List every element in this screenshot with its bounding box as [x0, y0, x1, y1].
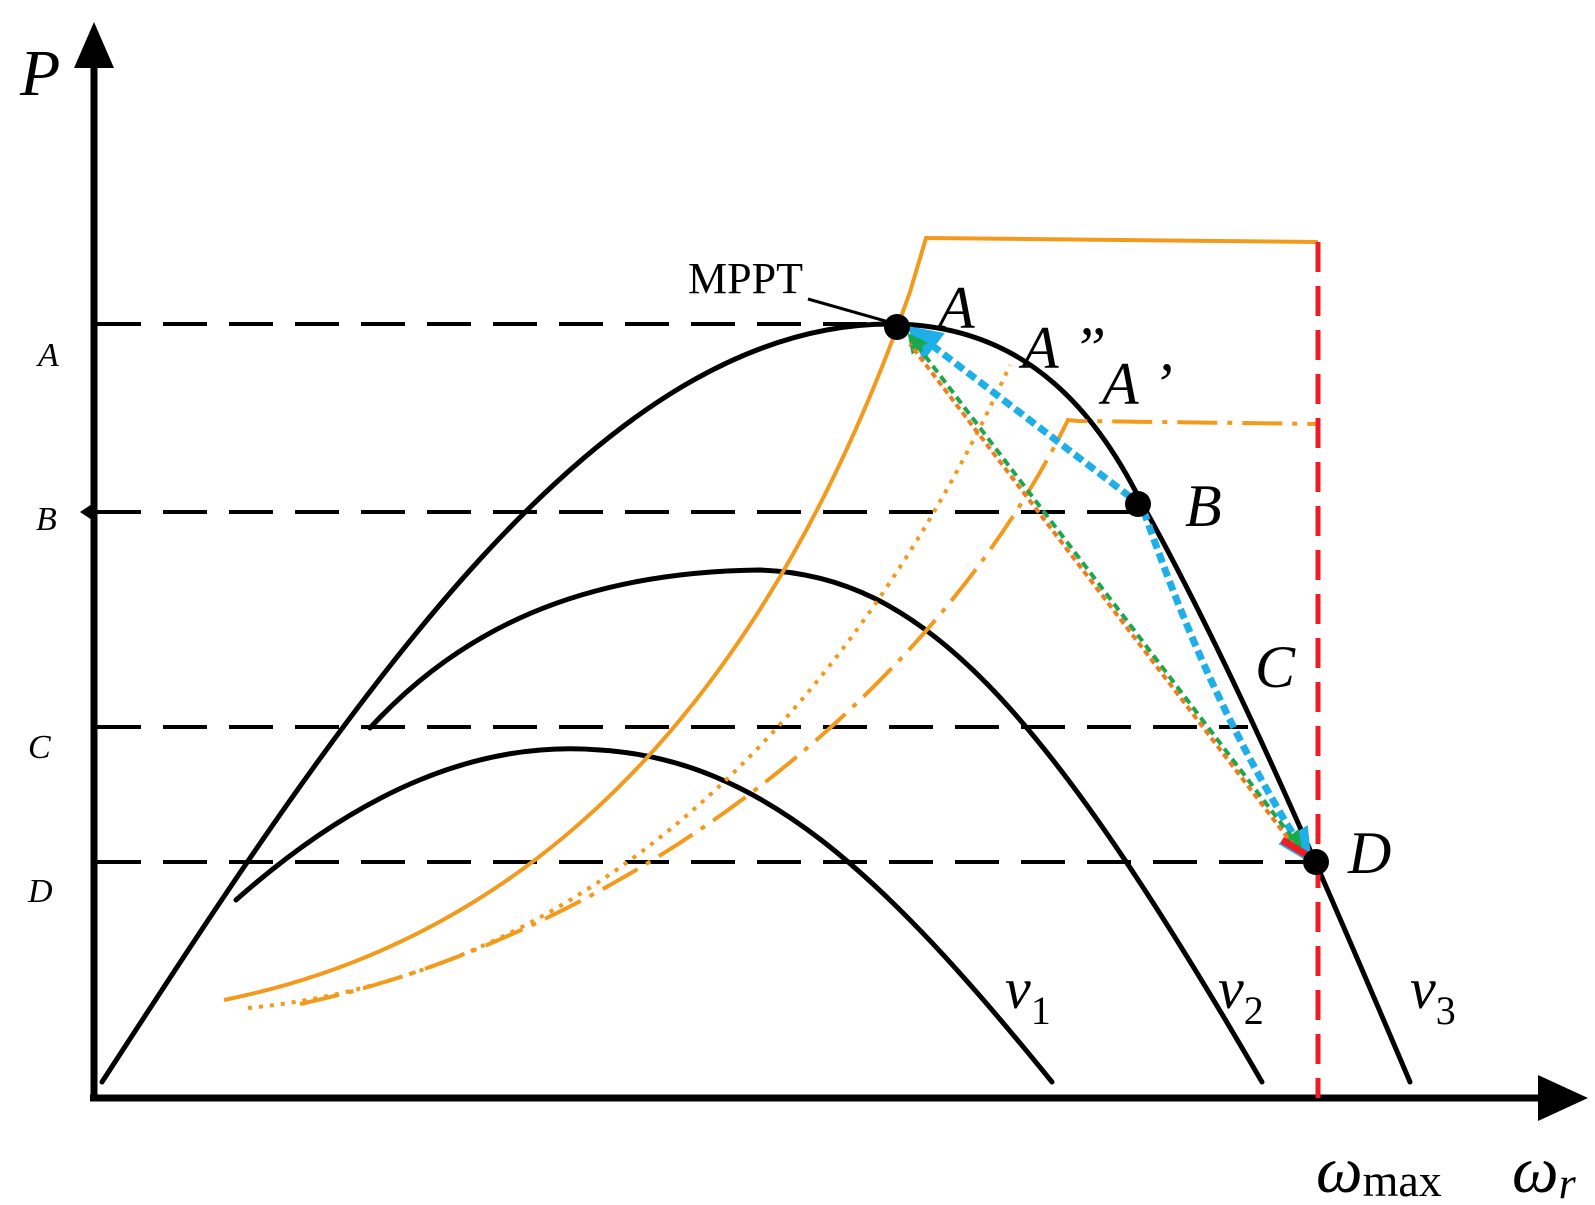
operating-points	[884, 314, 1329, 875]
green-path	[907, 332, 1303, 852]
orange-path	[908, 342, 1302, 856]
point-d-dot	[1303, 849, 1329, 875]
curve-label-v2-sub: 2	[1244, 988, 1264, 1033]
curve-labels: v1 v2 v3	[1005, 956, 1456, 1033]
point-b-dot	[1125, 491, 1151, 517]
omega-max-label-sub: max	[1363, 1155, 1442, 1205]
point-label-a-double-prime: A ”	[1018, 315, 1106, 381]
y-axis-arrowhead	[74, 22, 114, 68]
power-curves	[99, 321, 1413, 1085]
curve-label-v3-sub: 3	[1436, 988, 1456, 1033]
curve-label-v2-main: v	[1218, 956, 1244, 1021]
point-label-d: D	[1347, 820, 1391, 886]
orange-solid-curve	[223, 235, 1319, 1002]
level-labels: A B C D	[27, 337, 59, 910]
point-labels: A A ” A ’ B C D	[934, 275, 1391, 886]
y-axis-label: P	[19, 37, 60, 110]
point-label-c: C	[1255, 634, 1296, 700]
x-axis-label-sub: r	[1559, 1159, 1577, 1205]
level-label-b: B	[36, 501, 57, 538]
curve-v2	[367, 567, 1265, 1085]
curve-label-v1-sub: 1	[1031, 988, 1051, 1033]
curve-label-v3: v3	[1410, 956, 1456, 1033]
mppt-pointer	[807, 297, 897, 326]
level-label-a: A	[36, 337, 59, 374]
orange-dotted-curve	[247, 364, 1012, 1010]
point-label-a: A	[934, 275, 975, 341]
x-axis-arrowhead	[1538, 1075, 1588, 1121]
level-b-arrowhead	[80, 504, 92, 520]
level-label-d: D	[27, 873, 53, 910]
mppt-label: MPPT	[688, 254, 803, 303]
curve-label-v2: v2	[1218, 956, 1264, 1033]
omega-max-label-main: ω	[1316, 1134, 1363, 1205]
x-axis-label-main: ω	[1512, 1134, 1559, 1205]
omega-max-label: ωmax	[1316, 1134, 1442, 1205]
point-label-b: B	[1185, 473, 1222, 539]
point-a-dot	[884, 314, 910, 340]
level-label-c: C	[28, 729, 51, 766]
curve-label-v3-main: v	[1410, 956, 1436, 1021]
curve-v3	[99, 321, 1413, 1085]
point-label-a-prime: A ’	[1098, 351, 1173, 417]
curve-label-v1-main: v	[1005, 956, 1031, 1021]
x-axis-label: ωr	[1512, 1134, 1577, 1205]
curve-v1	[233, 746, 1055, 1085]
curve-label-v1: v1	[1005, 956, 1051, 1033]
axes	[74, 22, 1588, 1121]
